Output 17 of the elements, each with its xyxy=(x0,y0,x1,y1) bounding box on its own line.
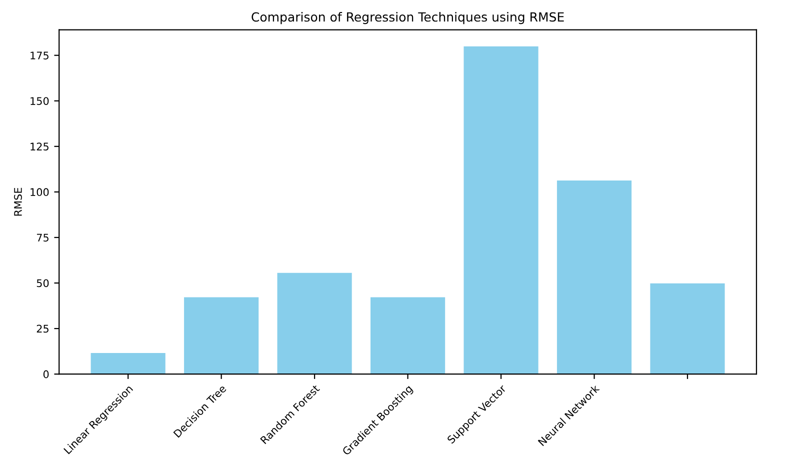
y-tick-label: 75 xyxy=(36,234,48,242)
y-tick-label: 50 xyxy=(36,279,49,288)
y-axis-title: RMSE xyxy=(14,188,22,216)
bar xyxy=(370,297,446,374)
bar xyxy=(90,352,166,374)
y-tick-label: 100 xyxy=(30,188,49,196)
chart-title: Comparison of Regression Techniques using RMSE xyxy=(252,12,564,24)
bar xyxy=(277,272,352,374)
bar xyxy=(650,283,725,374)
y-tick-label: 0 xyxy=(43,370,49,378)
y-tick-label: 175 xyxy=(30,52,48,60)
y-tick-label: 125 xyxy=(30,142,48,151)
bar xyxy=(184,297,259,374)
bar xyxy=(556,180,632,374)
bar xyxy=(464,46,538,374)
y-tick-label: 150 xyxy=(30,97,49,105)
y-tick-label: 25 xyxy=(36,324,48,333)
